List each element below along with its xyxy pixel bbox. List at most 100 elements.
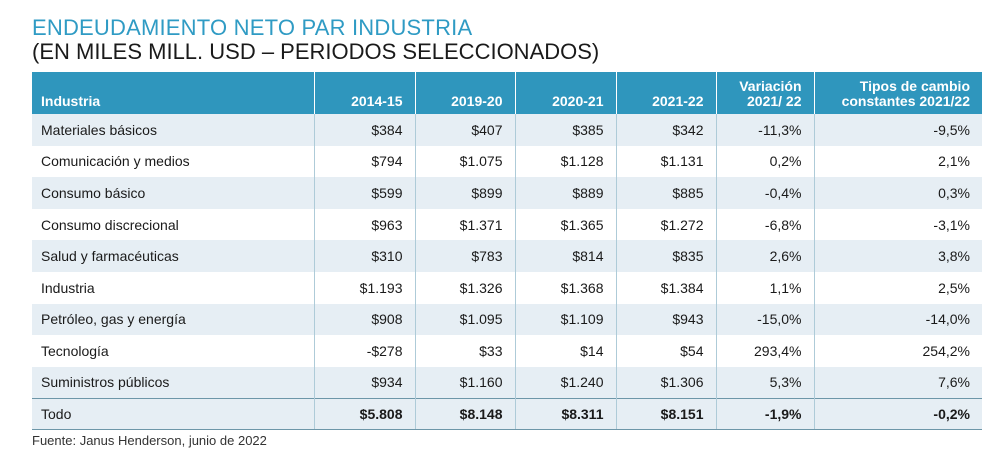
value-cell: $1.193 <box>314 271 416 304</box>
table-row: Consumo básico $599 $899 $889 $885 -0,4% 0,3% <box>32 177 982 209</box>
value-cell: $1.240 <box>515 366 617 399</box>
value-cell: $1.075 <box>415 145 516 178</box>
value-cell: $1.109 <box>515 303 617 336</box>
header-line: Variación <box>739 78 802 94</box>
industry-name-cell: Industria <box>32 271 315 304</box>
value-cell: $1.160 <box>415 366 516 399</box>
table-body: Materiales básicos $384 $407 $385 $342 -11,3%… <box>32 114 982 399</box>
value-cell: -14,0% <box>814 303 982 336</box>
header-cell: Tipos de cambio constantes 2021/22 <box>814 72 982 114</box>
value-cell: $385 <box>515 114 617 146</box>
value-cell: -11,3% <box>716 114 815 146</box>
value-cell: $1.131 <box>616 145 717 178</box>
header-line: Industria <box>41 93 101 109</box>
value-cell: $1.368 <box>515 271 617 304</box>
header-row: Industria 2014-15 2019-20 2020-21 2021-2… <box>32 72 982 114</box>
total-value-cell: -0,2% <box>814 397 982 430</box>
value-cell: $1.365 <box>515 208 617 241</box>
value-cell: $1.326 <box>415 271 516 304</box>
table-row: Suministros públicos $934 $1.160 $1.240 $1.3… <box>32 366 982 399</box>
page-subtitle: (EN MILES MILL. USD – PERIODOS SELECCION… <box>32 39 600 64</box>
value-cell: $943 <box>616 303 717 336</box>
header-cell: Industria <box>32 72 315 114</box>
net-debt-table: Industria 2014-15 2019-20 2020-21 2021-2… <box>32 72 982 430</box>
value-cell: $885 <box>616 177 717 209</box>
value-cell: $14 <box>515 335 617 367</box>
value-cell: $908 <box>314 303 416 336</box>
value-cell: 1,1% <box>716 271 815 304</box>
value-cell: $814 <box>515 240 617 272</box>
value-cell: 0,3% <box>814 177 982 209</box>
total-value-cell: $8.148 <box>415 397 516 430</box>
value-cell: 7,6% <box>814 366 982 399</box>
value-cell: $794 <box>314 145 416 178</box>
value-cell: -$278 <box>314 335 416 367</box>
value-cell: 5,3% <box>716 366 815 399</box>
industry-name-cell: Consumo discrecional <box>32 208 315 241</box>
value-cell: $1.128 <box>515 145 617 178</box>
header-cell: Variación 2021/ 22 <box>716 72 815 114</box>
industry-name-cell: Suministros públicos <box>32 366 315 399</box>
header-line: 2021/ 22 <box>747 93 802 109</box>
value-cell: 2,6% <box>716 240 815 272</box>
value-cell: $599 <box>314 177 416 209</box>
table-row: Tecnología -$278 $33 $14 $54 293,4% 254,2% <box>32 335 982 367</box>
header-cell: 2014-15 <box>314 72 416 114</box>
value-cell: 254,2% <box>922 342 970 359</box>
industry-name-cell: Comunicación y medios <box>32 145 315 178</box>
value-cell: $310 <box>314 240 416 272</box>
table-footer: Todo $5.808 $8.148 $8.311 $8.151 -1,9% -0,2% <box>32 397 982 430</box>
total-value-cell: $5.808 <box>314 397 416 430</box>
table-row: Consumo discrecional $963 $1.371 $1.365 $1.2… <box>32 208 982 241</box>
header-cell: 2020-21 <box>515 72 617 114</box>
table-row: Comunicación y medios $794 $1.075 $1.128 $1.… <box>32 145 982 178</box>
value-cell: $1.306 <box>616 366 717 399</box>
industry-name-cell: Salud y farmacéuticas <box>32 240 315 272</box>
page-title: ENDEUDAMIENTO NETO PAR INDUSTRIA <box>32 15 473 40</box>
header-cell: 2019-20 <box>415 72 516 114</box>
value-cell: $1.095 <box>415 303 516 336</box>
value-cell: -6,8% <box>716 208 815 241</box>
value-cell: $1.272 <box>616 208 717 241</box>
industry-name-cell: Tecnología <box>32 335 315 367</box>
industry-name-cell: Materiales básicos <box>32 114 315 146</box>
table-row: Industria $1.193 $1.326 $1.368 $1.384 1,1% 2,5… <box>32 271 982 304</box>
total-value-cell: $8.311 <box>515 397 617 430</box>
table-header: Industria 2014-15 2019-20 2020-21 2021-2… <box>32 72 982 114</box>
header-line: 2014-15 <box>351 93 403 109</box>
table-row: Salud y farmacéuticas $310 $783 $814 $835 2,6… <box>32 240 982 272</box>
value-cell: -3,1% <box>933 216 970 233</box>
total-value-cell: -1,9% <box>716 397 815 430</box>
value-cell: $783 <box>415 240 516 272</box>
value-cell: 0,2% <box>716 145 815 178</box>
value-cell: -0,4% <box>716 177 815 209</box>
value-cell: 3,8% <box>814 240 982 272</box>
value-cell: $54 <box>616 335 717 367</box>
industry-name-cell: Petróleo, gas y energía <box>32 303 315 336</box>
value-cell: $963 <box>314 208 416 241</box>
value-cell: 2,5% <box>938 279 970 296</box>
value-cell: $342 <box>616 114 717 146</box>
value-cell: -9,5% <box>814 114 982 146</box>
header-cell: 2021-22 <box>616 72 717 114</box>
value-cell: $384 <box>314 114 416 146</box>
header-line: 2021-22 <box>652 93 704 109</box>
value-cell: 2,1% <box>938 153 970 170</box>
total-row: Todo $5.808 $8.148 $8.311 $8.151 -1,9% -0,2% <box>32 397 982 430</box>
value-cell: $407 <box>415 114 516 146</box>
value-cell: $899 <box>415 177 516 209</box>
value-cell: 293,4% <box>716 335 815 367</box>
value-cell: $835 <box>616 240 717 272</box>
value-cell: $33 <box>415 335 516 367</box>
value-cell: $1.384 <box>616 271 717 304</box>
value-cell: $889 <box>515 177 617 209</box>
value-cell: -15,0% <box>716 303 815 336</box>
value-cell: $934 <box>314 366 416 399</box>
header-line: 2019-20 <box>451 93 503 109</box>
header-line: constantes 2021/22 <box>841 93 970 109</box>
total-value-cell: $8.151 <box>616 397 717 430</box>
table-row: Materiales básicos $384 $407 $385 $342 -11,3%… <box>32 114 982 146</box>
value-cell: $1.371 <box>415 208 516 241</box>
header-line: Tipos de cambio <box>859 78 970 94</box>
header-line: 2020-21 <box>552 93 604 109</box>
